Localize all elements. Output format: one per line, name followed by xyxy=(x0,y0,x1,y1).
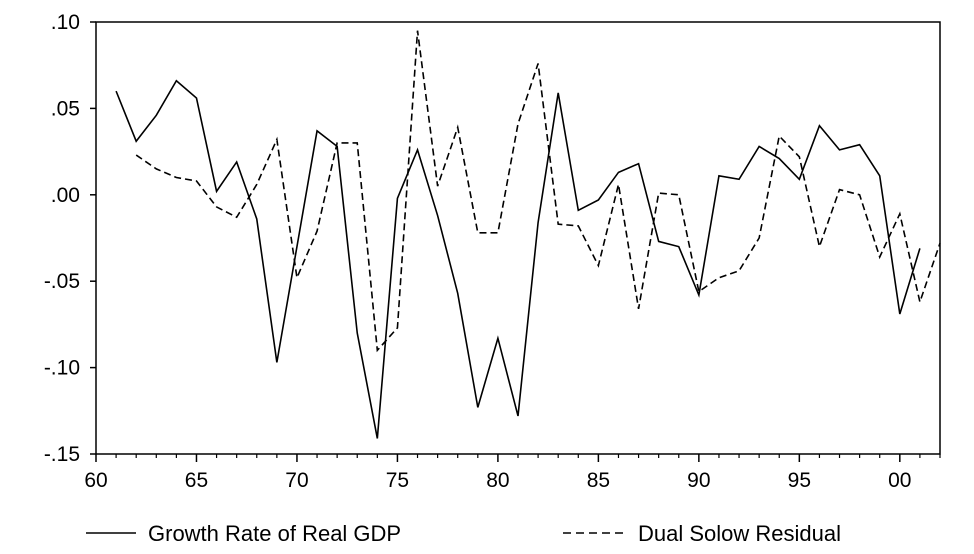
x-tick-label: 90 xyxy=(687,469,710,492)
y-tick-label: .10 xyxy=(51,11,80,34)
y-tick-label: .05 xyxy=(51,97,80,120)
x-tick-label: 00 xyxy=(888,469,911,492)
x-tick-label: 70 xyxy=(285,469,308,492)
series-layer xyxy=(115,30,941,439)
y-tick-label: -.05 xyxy=(44,270,80,293)
series-line-dual-solow-residual xyxy=(135,30,941,353)
series-line-gdp-growth xyxy=(115,79,921,439)
legend: Growth Rate of Real GDP Dual Solow Resid… xyxy=(86,521,841,546)
y-axis: .10 .05 .00 -.05 -.10 -.15 xyxy=(44,11,96,466)
y-tick-label: -.10 xyxy=(44,357,80,380)
x-tick-label: 85 xyxy=(587,469,610,492)
y-tick-label: .00 xyxy=(51,184,80,207)
legend-label-solow: Dual Solow Residual xyxy=(638,521,841,546)
y-tick-label: -.15 xyxy=(44,443,80,466)
x-tick-label: 65 xyxy=(185,469,208,492)
x-tick-label: 95 xyxy=(788,469,811,492)
plot-frame xyxy=(95,21,941,455)
legend-label-gdp: Growth Rate of Real GDP xyxy=(148,521,401,546)
x-tick-label: 60 xyxy=(84,469,107,492)
x-tick-label: 75 xyxy=(386,469,409,492)
x-axis: 60 65 70 75 80 85 90 95 00 xyxy=(84,454,941,492)
x-tick-label: 80 xyxy=(486,469,509,492)
